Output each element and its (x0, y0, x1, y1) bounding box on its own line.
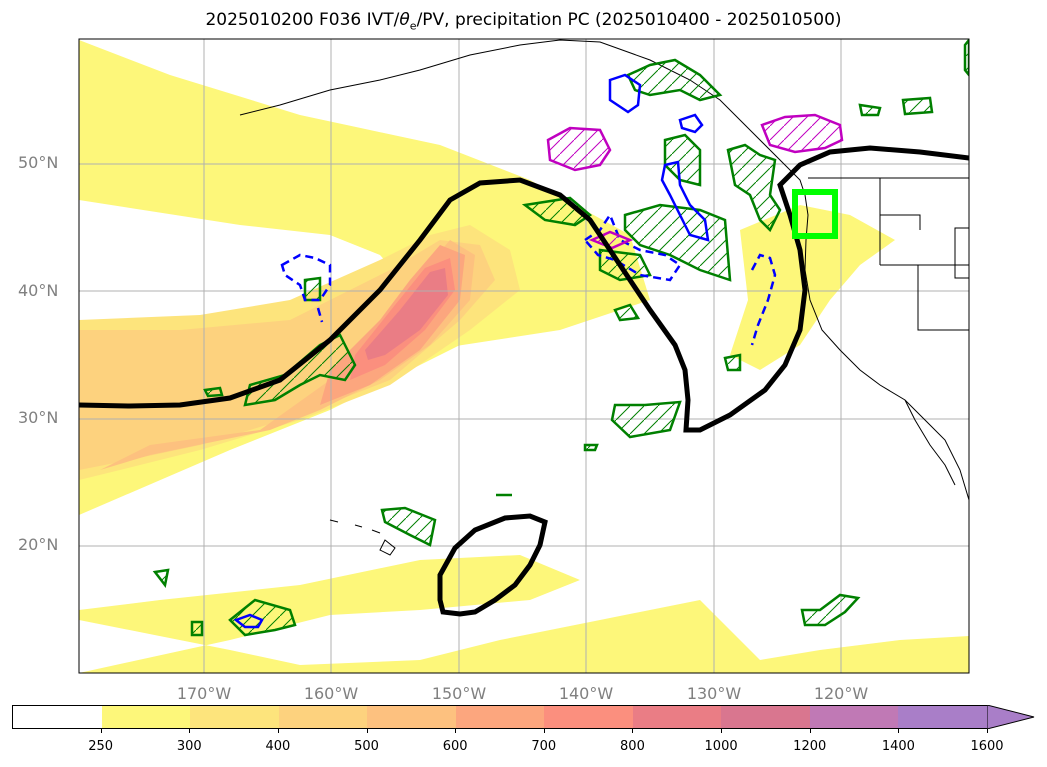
lon-label-130w: 130°W (686, 684, 742, 703)
colorbar-tick-label: 1000 (704, 739, 738, 754)
map-title: 2025010200 F036 IVT/θe/PV, precipitation… (0, 10, 1047, 32)
colorbar-tickmark (721, 729, 723, 733)
magenta-contours (546, 113, 844, 250)
colorbar-tickmark (898, 729, 900, 733)
title-theta: θ (399, 10, 410, 30)
ivt-band-250-coast (730, 205, 895, 370)
colorbar-segment (455, 706, 545, 728)
colorbar-segment (544, 706, 633, 728)
colorbar-tick-label: 1200 (793, 739, 827, 754)
colorbar (12, 705, 988, 729)
colorbar-tick-label: 500 (354, 739, 379, 754)
map-frame (78, 38, 970, 674)
lat-label-50n: 50°N (18, 153, 59, 172)
ivt-band-250 (79, 40, 650, 432)
colorbar-segment (278, 706, 368, 728)
colorbar-tickmark (277, 729, 279, 733)
map-plot-area (79, 39, 969, 673)
state-lines (879, 178, 969, 331)
title-theta-sub: e (409, 19, 417, 33)
colorbar-tick-label: 600 (442, 739, 468, 754)
colorbar-segment (101, 706, 191, 728)
colorbar-segment (898, 706, 988, 728)
target-region-box (792, 189, 838, 239)
colorbar-tick-label: 1600 (970, 739, 1004, 754)
colorbar-tickmark (632, 729, 634, 733)
colorbar-tickmark (100, 729, 102, 733)
lon-label-140w: 140°W (558, 684, 614, 703)
bc-coast (769, 149, 806, 196)
colorbar-tick-label: 800 (620, 739, 645, 754)
lat-label-20n: 20°N (18, 535, 59, 554)
graticule (79, 39, 969, 673)
lon-label-160w: 160°W (303, 684, 359, 703)
ivt-band-400 (79, 240, 495, 470)
colorbar-segment (809, 706, 899, 728)
title-prefix: 2025010200 F036 IVT/ (205, 10, 400, 30)
colorbar-tickmark (543, 729, 545, 733)
colorbar-segment (632, 706, 722, 728)
colorbar-tickmark (987, 729, 988, 733)
lon-label-120w: 120°W (813, 684, 869, 703)
colorbar-tickmark (809, 729, 811, 733)
colorbar-segment (721, 706, 810, 728)
us-west-coast (804, 194, 969, 501)
colorbar-tickmark (189, 729, 191, 733)
pv-contours (79, 145, 969, 617)
precip-contours (233, 73, 777, 629)
colorbar-tick-label: 300 (176, 739, 202, 754)
colorbar-tick-label: 1400 (881, 739, 915, 754)
colorbar-tick-label: 400 (265, 739, 291, 754)
colorbar-segment (13, 706, 102, 728)
colorbar-tickmark (455, 729, 457, 733)
title-suffix: /PV, precipitation PC (2025010400 - 2025… (416, 10, 842, 30)
lat-label-40n: 40°N (18, 281, 59, 300)
colorbar-segment (367, 706, 456, 728)
lon-label-150w: 150°W (431, 684, 487, 703)
baja (904, 399, 956, 486)
colorbar-segment (190, 706, 279, 728)
colorbar-tick-label: 700 (531, 739, 557, 754)
colorbar-tickmark (366, 729, 368, 733)
colorbar-extension-arrow (987, 705, 1035, 729)
lon-label-170w: 170°W (176, 684, 232, 703)
lat-label-30n: 30°N (18, 408, 59, 427)
hawaii (329, 519, 396, 556)
colorbar-tick-label: 250 (88, 739, 114, 754)
